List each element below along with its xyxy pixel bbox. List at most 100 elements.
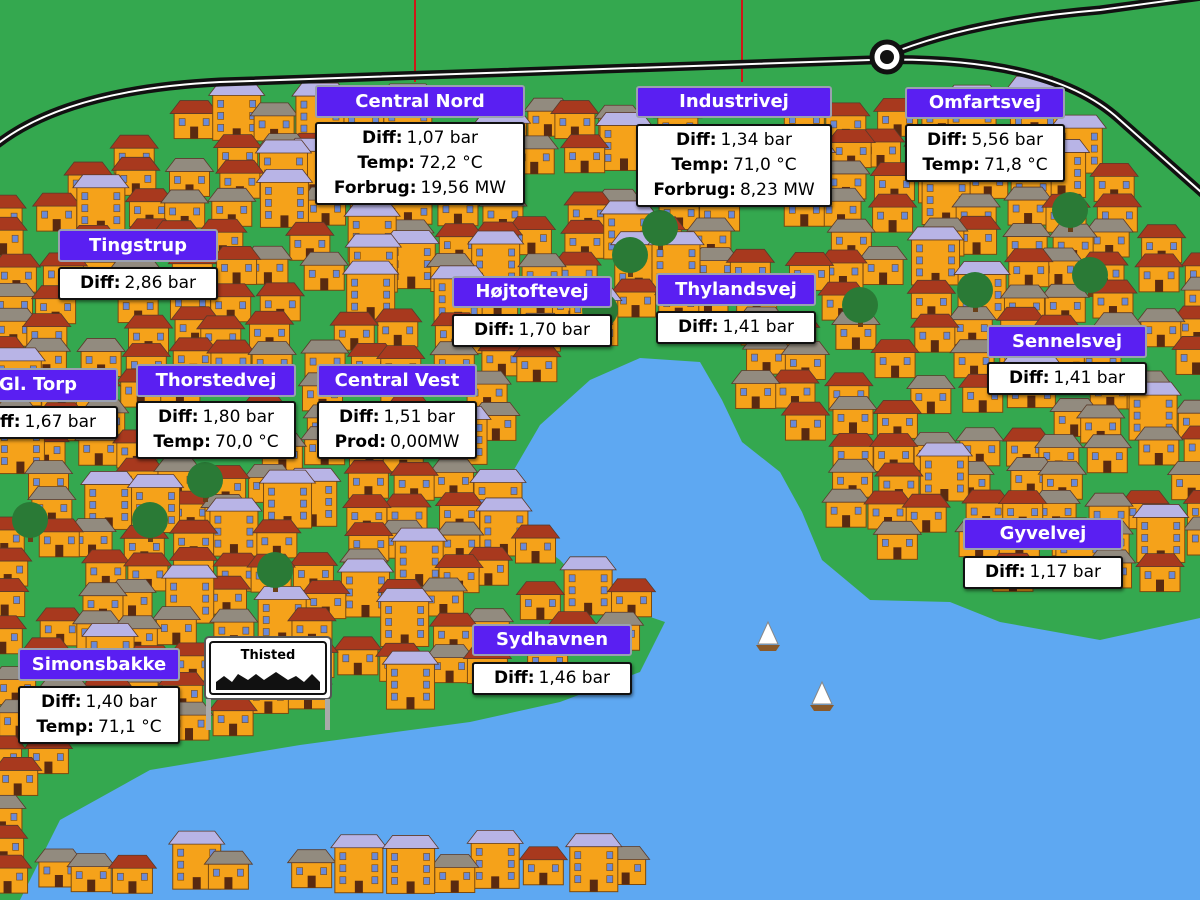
- reading-value: 71,1 °C: [97, 717, 162, 737]
- house: [1179, 425, 1200, 465]
- station-readings: Diff: 1,07 bar Temp: 72,2 °C Forbrug: 19,56 M…: [315, 122, 525, 205]
- station-readings: Diff: 1,17 bar: [963, 556, 1123, 589]
- reading-value: 1,34 bar: [720, 130, 792, 150]
- reading-row: Diff: 1,41 bar: [997, 366, 1137, 391]
- station-readings: Diff: 1,51 bar Prod: 0,00MW: [317, 401, 477, 459]
- house: [1003, 186, 1053, 226]
- house: [255, 168, 314, 228]
- house: [1171, 336, 1200, 375]
- house: [610, 278, 661, 318]
- house: [333, 636, 383, 676]
- reading-value: 1,40 bar: [85, 692, 157, 712]
- house: [906, 375, 956, 415]
- tree: [612, 237, 648, 277]
- house: [858, 246, 908, 286]
- house: [211, 246, 262, 285]
- reading-label: Diff:: [1009, 368, 1050, 388]
- house: [343, 459, 394, 499]
- reading-label: Diff:: [0, 412, 21, 432]
- house: [428, 458, 479, 498]
- station-title: Simonsbakke: [18, 648, 180, 681]
- house: [910, 313, 960, 353]
- reading-label: Diff:: [339, 407, 380, 427]
- reading-row: Temp: 70,0 °C: [146, 430, 286, 455]
- tree: [187, 462, 223, 502]
- house: [1003, 248, 1054, 288]
- reading-row: Prod: 0,00MW: [327, 430, 467, 455]
- tree: [642, 210, 678, 250]
- house: [872, 400, 923, 439]
- house: [1134, 426, 1184, 466]
- house: [510, 524, 561, 564]
- reading-row: Temp: 71,8 °C: [915, 153, 1055, 178]
- reading-row: Diff: 1,41 bar: [666, 315, 806, 340]
- reading-row: Diff: 1,07 bar: [325, 126, 515, 151]
- house: [169, 100, 219, 140]
- station-readings: Diff: 1,41 bar: [656, 311, 816, 344]
- reading-label: Temp:: [36, 717, 94, 737]
- house: [286, 849, 337, 889]
- house: [381, 835, 440, 894]
- tree: [132, 502, 168, 542]
- house: [72, 174, 130, 234]
- tree: [1052, 192, 1088, 232]
- house: [564, 833, 623, 893]
- water: [20, 358, 1200, 900]
- house: [0, 757, 43, 796]
- house: [606, 578, 657, 618]
- reading-value: 1,51 bar: [383, 407, 455, 427]
- reading-value: 1,80 bar: [202, 407, 274, 427]
- station-readings: Diff: 1,70 bar: [452, 314, 612, 347]
- station-title: Gl. Torp: [0, 368, 118, 402]
- house: [375, 588, 434, 647]
- reading-value: 71,0 °C: [732, 155, 797, 175]
- reading-label: Diff:: [927, 130, 968, 150]
- station-readings: Diff: 2,86 bar: [58, 267, 218, 300]
- boats: [756, 620, 834, 711]
- reading-row: Temp: 72,2 °C: [325, 151, 515, 176]
- house: [203, 850, 254, 890]
- reading-label: Diff:: [362, 128, 403, 148]
- reading-row: Diff:1,67 bar: [0, 410, 108, 435]
- reading-value: 2,86 bar: [124, 273, 196, 293]
- station-readings: Diff: 1,46 bar: [472, 662, 632, 695]
- reading-value: 71,8 °C: [983, 155, 1048, 175]
- reading-value: 70,0 °C: [214, 432, 279, 452]
- reading-value: 1,46 bar: [538, 668, 610, 688]
- reading-label: Forbrug:: [653, 180, 736, 200]
- reading-value: 72,2 °C: [418, 153, 483, 173]
- house: [559, 134, 610, 174]
- house: [872, 520, 923, 560]
- reading-label: Temp:: [671, 155, 729, 175]
- house: [780, 401, 831, 441]
- house: [957, 373, 1008, 413]
- house: [821, 488, 871, 528]
- reading-label: Diff:: [494, 668, 535, 688]
- sign-frame: [204, 636, 332, 730]
- house: [512, 343, 562, 383]
- reading-label: Temp:: [922, 155, 980, 175]
- house: [341, 260, 400, 320]
- house: [515, 581, 566, 621]
- reading-row: Diff: 1,80 bar: [146, 405, 286, 430]
- reading-row: Forbrug: 19,56 MW: [325, 176, 515, 201]
- house: [330, 834, 388, 894]
- reading-value: 1,41 bar: [722, 317, 794, 337]
- reading-row: Diff: 1,51 bar: [327, 405, 467, 430]
- house: [559, 556, 617, 616]
- house: [730, 370, 781, 409]
- station-title: Industrivej: [636, 86, 832, 118]
- reading-value: 19,56 MW: [420, 178, 507, 198]
- station-readings: Diff: 1,80 bar Temp: 70,0 °C: [136, 401, 296, 459]
- house: [424, 644, 475, 684]
- house: [0, 578, 30, 618]
- sign-text: Thisted: [240, 648, 296, 663]
- station-title: Tingstrup: [58, 229, 218, 262]
- reading-value: 1,17 bar: [1029, 562, 1101, 582]
- house: [151, 606, 202, 646]
- reading-label: Diff:: [676, 130, 717, 150]
- tree: [842, 287, 878, 327]
- house: [0, 615, 28, 655]
- road: [0, 0, 1200, 198]
- reading-value: 0,00MW: [390, 432, 460, 452]
